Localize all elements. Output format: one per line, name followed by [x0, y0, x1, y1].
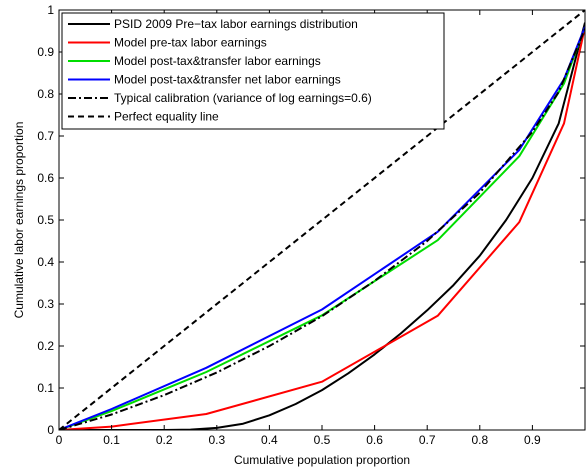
- y-tick-label: 0.3: [37, 297, 54, 311]
- series-line-5: [59, 10, 585, 430]
- series-layer: [59, 10, 585, 430]
- ticks-layer: 0 0.1 0.2 0.3 0.4 0.5 0.6 0.7 0.8 0.9 0 0.1 0.2 0.3 0.…: [37, 3, 585, 447]
- x-tick-label: 0.8: [471, 433, 488, 447]
- y-tick-label: 1: [47, 3, 54, 17]
- y-tick-label: 0.2: [37, 339, 54, 353]
- y-tick-label: 0.1: [37, 381, 54, 395]
- x-tick-label: 0.2: [156, 433, 173, 447]
- x-tick-label: 0.6: [366, 433, 383, 447]
- y-tick-label: 0.6: [37, 171, 54, 185]
- x-tick-label: 0.3: [208, 433, 225, 447]
- series-line-1: [59, 26, 585, 430]
- series-line-0: [59, 22, 585, 430]
- series-line-4: [59, 28, 585, 430]
- x-tick-label: 0.5: [314, 433, 331, 447]
- y-tick-label: 0.7: [37, 129, 54, 143]
- legend-label-1: Model pre-tax labor earnings: [114, 36, 267, 50]
- legend: PSID 2009 Pre−tax labor earnings distrib…: [61, 12, 445, 130]
- legend-label-0: PSID 2009 Pre−tax labor earnings distrib…: [114, 17, 358, 31]
- y-tick-label: 0.8: [37, 87, 54, 101]
- x-tick-label: 0.4: [261, 433, 278, 447]
- legend-label-4: Typical calibration (variance of log ear…: [114, 91, 372, 105]
- y-tick-label: 0.4: [37, 255, 54, 269]
- legend-label-5: Perfect equality line: [114, 110, 219, 124]
- series-line-3: [59, 26, 585, 430]
- y-tick-label: 0.5: [37, 213, 54, 227]
- x-tick-label: 0.7: [419, 433, 436, 447]
- x-tick-label: 0.1: [103, 433, 120, 447]
- x-tick-label: 0.9: [524, 433, 541, 447]
- legend-label-2: Model post-tax&transfer labor earnings: [114, 54, 321, 68]
- y-tick-label: 0.9: [37, 45, 54, 59]
- y-tick-label: 0: [47, 423, 54, 437]
- legend-label-3: Model post-tax&transfer net labor earnin…: [114, 73, 341, 87]
- x-axis-label: Cumulative population proportion: [234, 453, 410, 467]
- legend-box: [61, 12, 445, 130]
- x-tick-label: 0: [56, 433, 63, 447]
- y-axis-label: Cumulative labor earnings proportion: [12, 122, 26, 319]
